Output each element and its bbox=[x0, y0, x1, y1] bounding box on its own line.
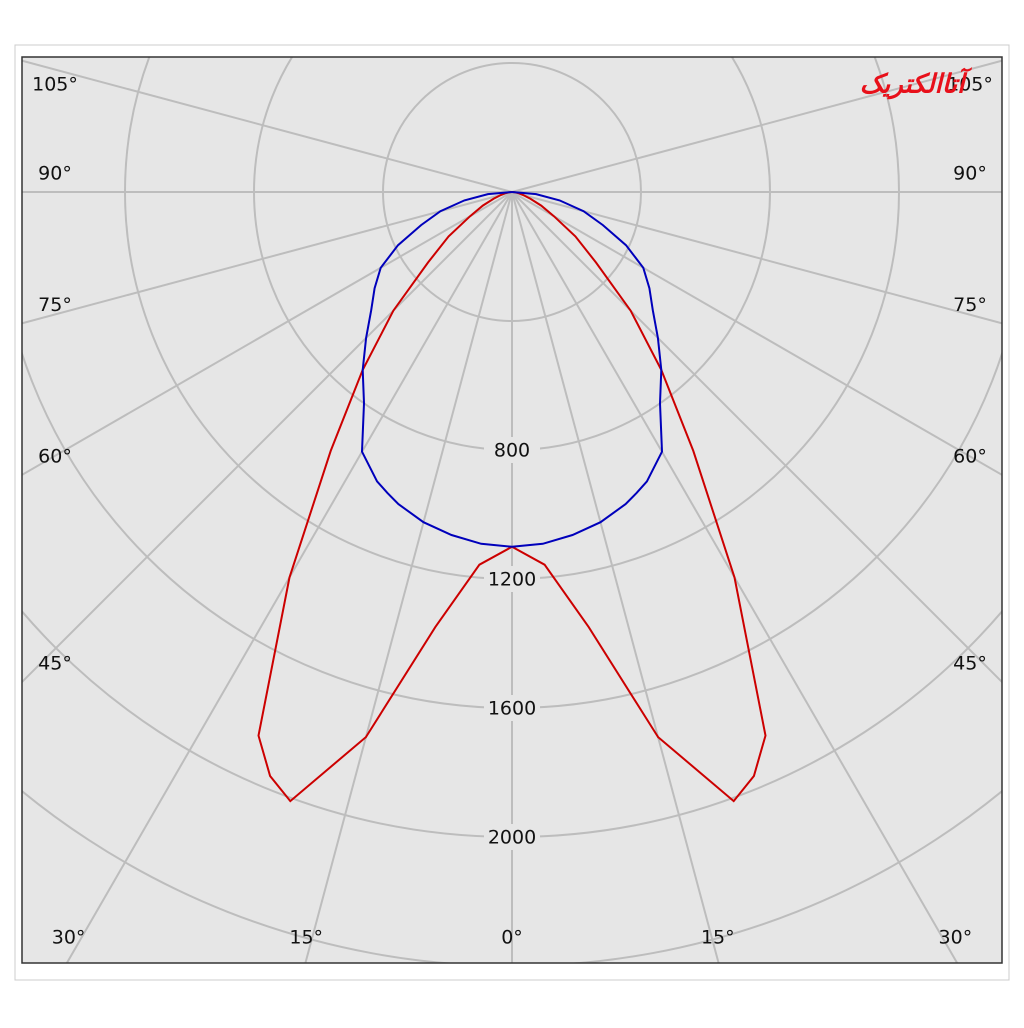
angle-tick-label: 90° bbox=[38, 163, 72, 185]
r-tick-label: 1600 bbox=[488, 698, 536, 720]
angle-tick-label: 60° bbox=[953, 445, 987, 467]
r-tick-label: 1200 bbox=[488, 569, 536, 591]
spoke bbox=[22, 59, 513, 193]
angle-tick-label: 0° bbox=[501, 927, 523, 949]
angle-tick-label: 45° bbox=[38, 653, 72, 675]
intensity-curve bbox=[360, 191, 513, 548]
intensity-curve bbox=[257, 191, 513, 803]
spoke bbox=[511, 59, 1002, 193]
angle-tick-label: 30° bbox=[939, 927, 973, 949]
angle-tick-label: 45° bbox=[953, 653, 987, 675]
spoke bbox=[65, 191, 513, 963]
angle-tick-label: 90° bbox=[953, 163, 987, 185]
spoke bbox=[511, 191, 1002, 684]
angle-tick-label: 105° bbox=[947, 74, 993, 96]
spoke bbox=[511, 191, 1002, 477]
angle-tick-label: 75° bbox=[953, 294, 987, 316]
intensity-curve bbox=[511, 191, 664, 548]
angle-tick-label: 15° bbox=[701, 927, 735, 949]
spoke bbox=[511, 191, 720, 963]
tick-label-bg bbox=[484, 695, 540, 721]
angle-tick-label: 30° bbox=[52, 927, 86, 949]
angle-tick-label: 60° bbox=[38, 445, 72, 467]
plot-border bbox=[21, 56, 1003, 964]
spoke bbox=[22, 191, 513, 325]
curves bbox=[257, 191, 767, 803]
tick-label-bg bbox=[484, 566, 540, 592]
tick-label-bg bbox=[484, 824, 540, 850]
tick-label-bg bbox=[484, 437, 540, 463]
spoke bbox=[511, 191, 1002, 325]
intensity-curve bbox=[511, 191, 767, 803]
angle-tick-label: 15° bbox=[289, 927, 323, 949]
labels: 800 1200 1600 2000 0° 15° 15° 30° 30° 45° 45° 60° 60… bbox=[32, 74, 993, 949]
angle-tick-label: 105° bbox=[32, 74, 78, 96]
spoke bbox=[511, 191, 959, 963]
spoke bbox=[22, 191, 513, 684]
r-tick-label: 2000 bbox=[488, 827, 536, 849]
r-tick-label: 800 bbox=[494, 440, 530, 462]
angle-tick-label: 75° bbox=[38, 294, 72, 316]
spoke bbox=[304, 191, 513, 963]
spoke bbox=[22, 191, 513, 477]
watermark: آتاالکتریک bbox=[860, 67, 973, 100]
